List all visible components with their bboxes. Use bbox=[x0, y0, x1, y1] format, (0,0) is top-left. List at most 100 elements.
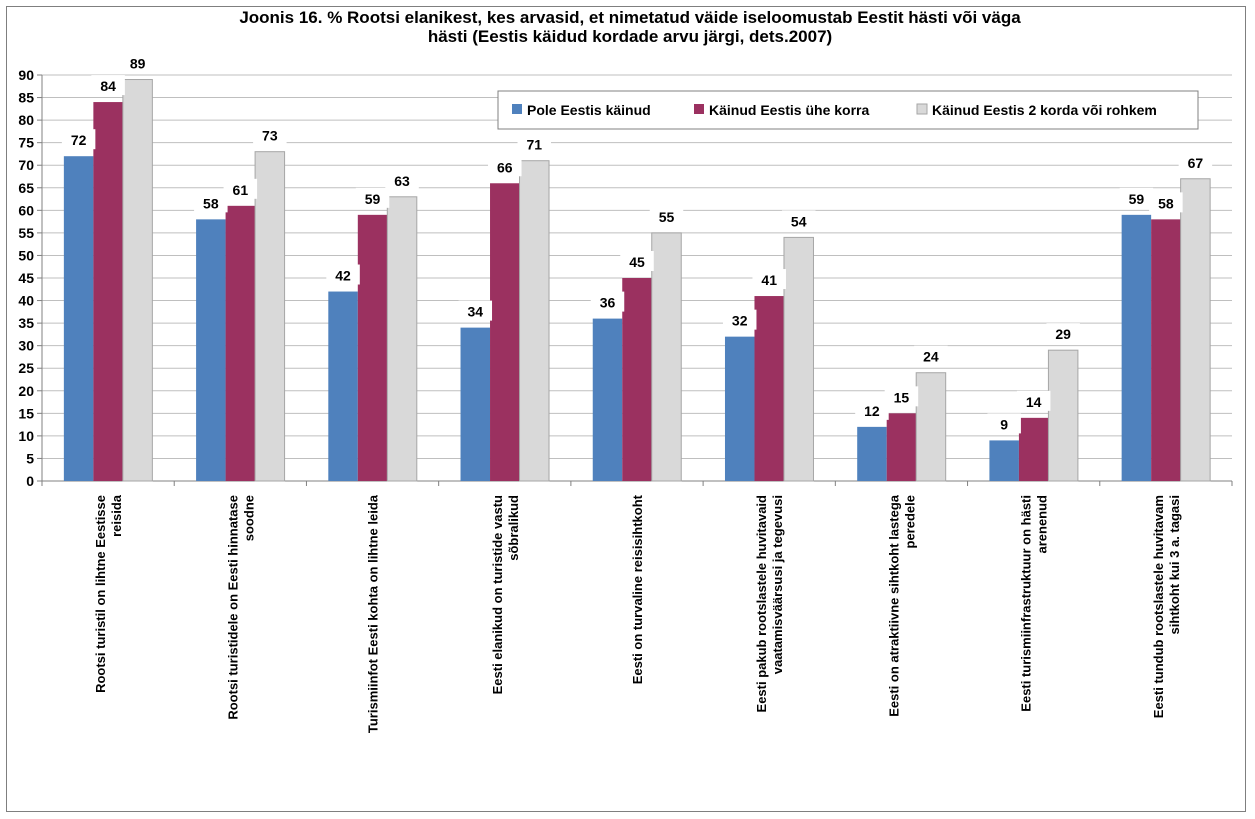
data-label-bg bbox=[914, 345, 948, 366]
data-label-bg bbox=[1119, 187, 1154, 208]
data-label: 36 bbox=[600, 295, 616, 311]
y-tick-label: 10 bbox=[18, 428, 34, 444]
data-label-bg bbox=[1149, 192, 1183, 213]
data-label-bg bbox=[590, 291, 625, 312]
bar bbox=[1047, 349, 1079, 482]
y-tick-label: 60 bbox=[18, 202, 34, 218]
x-category-label-line: soodne bbox=[241, 495, 256, 541]
bar bbox=[386, 196, 418, 482]
data-label-bg bbox=[1016, 390, 1051, 411]
bar bbox=[1151, 219, 1181, 481]
data-label-bg bbox=[1178, 151, 1213, 172]
data-label: 42 bbox=[335, 268, 351, 284]
data-label: 32 bbox=[732, 313, 748, 329]
bar bbox=[592, 318, 623, 481]
x-category-label-line: Eesti on atraktiivne sihtkoht lastega bbox=[886, 494, 901, 717]
bar bbox=[989, 440, 1019, 481]
x-category-label-line: arenenud bbox=[1035, 495, 1050, 554]
bar bbox=[254, 151, 286, 482]
y-tick-label: 40 bbox=[18, 293, 34, 309]
bar bbox=[225, 205, 256, 482]
data-label: 61 bbox=[233, 182, 249, 198]
x-category-label-line: Turismiinfot Eesti kohta on lihtne leida bbox=[366, 494, 381, 733]
data-label: 45 bbox=[629, 254, 645, 270]
bar bbox=[328, 291, 358, 481]
x-category-label-line: reisida bbox=[109, 494, 124, 537]
data-label: 89 bbox=[130, 56, 146, 72]
bar bbox=[857, 426, 887, 481]
data-label-bg bbox=[649, 205, 684, 226]
y-tick-label: 15 bbox=[18, 405, 34, 421]
bar bbox=[622, 278, 652, 481]
data-label-bg bbox=[722, 309, 757, 330]
x-category-label: Turismiinfot Eesti kohta on lihtne leida bbox=[366, 494, 381, 733]
data-label: 24 bbox=[923, 349, 939, 365]
bar bbox=[519, 160, 550, 482]
legend-box bbox=[497, 90, 1199, 130]
x-category-label: Eesti on atraktiivne sihtkoht lastega per… bbox=[886, 494, 917, 717]
legend-swatch bbox=[694, 104, 704, 114]
data-label: 84 bbox=[100, 78, 116, 94]
data-label: 71 bbox=[526, 137, 542, 153]
data-label: 12 bbox=[864, 403, 880, 419]
y-tick-label: 80 bbox=[18, 112, 34, 128]
legend-swatch bbox=[916, 103, 928, 115]
bar bbox=[196, 219, 226, 481]
x-category-label-line: Eesti tundub rootslastele huvitavam bbox=[1151, 495, 1166, 718]
y-tick-label: 35 bbox=[18, 315, 34, 331]
data-label: 29 bbox=[1055, 326, 1071, 342]
bar bbox=[63, 156, 94, 481]
x-category-label-line: sihtkoht kui 3 a. tagasi bbox=[1167, 495, 1182, 634]
data-label-bg bbox=[326, 264, 360, 285]
data-label-bg bbox=[781, 210, 816, 231]
bar bbox=[651, 232, 682, 482]
data-label: 54 bbox=[791, 213, 807, 229]
x-category-label: Rootsi turistil on lihtne Eestisse reisid… bbox=[93, 494, 124, 693]
data-label-bg bbox=[752, 269, 786, 290]
bar bbox=[783, 236, 814, 482]
data-label-bg bbox=[488, 156, 522, 177]
x-category-label-line: peredele bbox=[902, 495, 917, 548]
bar bbox=[1018, 417, 1049, 481]
data-label: 34 bbox=[467, 304, 483, 320]
x-category-label-line: Eesti pakub rootslastele huvitavaid bbox=[754, 495, 769, 713]
y-tick-label: 65 bbox=[18, 180, 34, 196]
y-tick-label: 55 bbox=[18, 225, 34, 241]
x-category-label: Eesti on turvaline reisisihtkoht bbox=[630, 494, 645, 684]
legend-label: Käinud Eestis 2 korda või rohkem bbox=[932, 102, 1157, 118]
x-category-label: Eesti elanikud on turistide vastu sõbrali… bbox=[490, 495, 521, 694]
legend: Pole Eestis käinud Käinud Eestis ühe korr… bbox=[497, 90, 1199, 130]
x-category-label: Eesti turismiinfrastruktuur on hästi aren… bbox=[1019, 495, 1050, 712]
data-label: 59 bbox=[1129, 191, 1145, 207]
y-tick-label: 50 bbox=[18, 247, 34, 263]
data-label: 66 bbox=[497, 159, 513, 175]
data-label-bg bbox=[194, 192, 228, 213]
x-category-label-line: Eesti turismiinfrastruktuur on hästi bbox=[1019, 495, 1034, 712]
bar bbox=[1121, 214, 1152, 481]
bar bbox=[460, 327, 491, 481]
data-label: 9 bbox=[1000, 416, 1008, 432]
y-tick-label: 30 bbox=[18, 338, 34, 354]
x-category-label-line: Eesti on turvaline reisisihtkoht bbox=[630, 494, 645, 684]
legend-label: Pole Eestis käinud bbox=[527, 102, 651, 118]
bar bbox=[93, 102, 123, 482]
bar bbox=[122, 79, 153, 482]
data-label-bg bbox=[1046, 323, 1080, 344]
x-category-label: Eesti pakub rootslastele huvitavaid vaata… bbox=[754, 495, 785, 713]
data-label-bg bbox=[517, 133, 552, 154]
data-label: 15 bbox=[894, 389, 910, 405]
data-label-bg bbox=[620, 251, 654, 271]
y-tick-label: 20 bbox=[18, 383, 34, 399]
y-tick-label: 25 bbox=[18, 360, 34, 376]
data-label: 58 bbox=[203, 195, 219, 211]
bars bbox=[63, 79, 1211, 482]
bar bbox=[886, 413, 917, 481]
data-label: 14 bbox=[1026, 394, 1042, 410]
data-label-bg bbox=[458, 300, 493, 321]
y-tick-label: 75 bbox=[18, 135, 34, 151]
data-label: 55 bbox=[659, 209, 675, 225]
x-category-label: Eesti tundub rootslastele huvitavam sihtk… bbox=[1151, 495, 1182, 718]
legend-label: Käinud Eestis ühe korra bbox=[709, 102, 869, 118]
bar bbox=[915, 372, 947, 482]
x-category-label-line: Rootsi turistil on lihtne Eestisse bbox=[93, 495, 108, 693]
